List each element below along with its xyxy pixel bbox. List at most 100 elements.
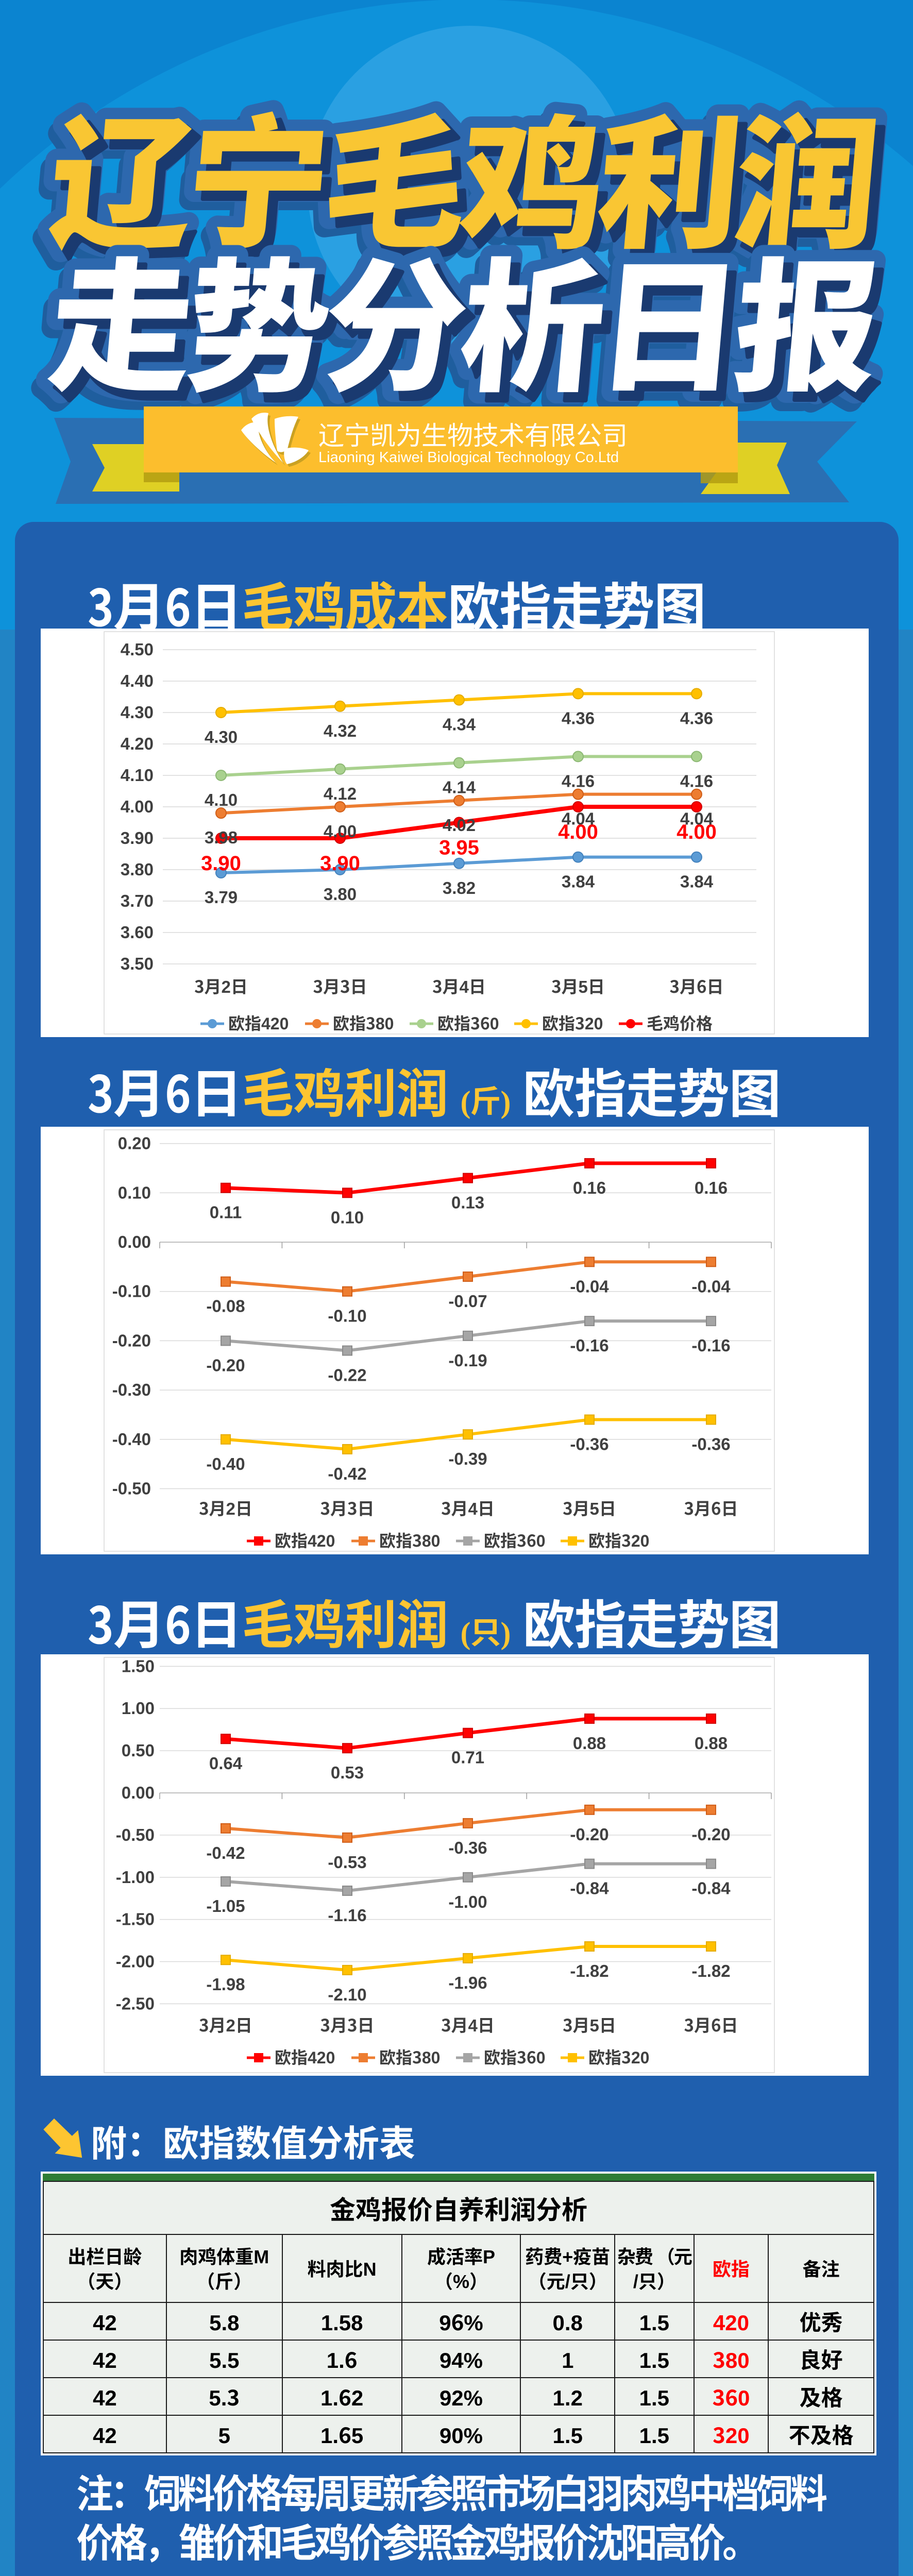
svg-text:-0.53: -0.53 <box>328 1853 366 1872</box>
svg-text:欧指360: 欧指360 <box>484 1528 546 1552</box>
svg-text:-0.36: -0.36 <box>448 1838 487 1857</box>
svg-text:4.30: 4.30 <box>205 727 238 747</box>
svg-text:-0.10: -0.10 <box>112 1282 151 1301</box>
svg-text:-0.42: -0.42 <box>206 1843 245 1862</box>
svg-text:0.13: 0.13 <box>451 1193 484 1212</box>
svg-text:-0.04: -0.04 <box>570 1277 609 1296</box>
svg-text:3.90: 3.90 <box>320 852 360 875</box>
svg-text:欧指360: 欧指360 <box>437 1011 499 1035</box>
svg-text:欧指320: 欧指320 <box>542 1011 603 1035</box>
svg-text:3.60: 3.60 <box>121 923 154 942</box>
svg-text:-0.10: -0.10 <box>328 1307 366 1326</box>
svg-text:0.88: 0.88 <box>695 1734 728 1753</box>
svg-text:3月2日: 3月2日 <box>194 973 248 998</box>
svg-text:欧指380: 欧指380 <box>379 2045 440 2069</box>
svg-text:4.04: 4.04 <box>562 809 595 828</box>
svg-text:3.84: 3.84 <box>562 872 595 891</box>
svg-text:-0.84: -0.84 <box>570 1879 609 1898</box>
svg-text:1.50: 1.50 <box>122 1656 155 1675</box>
svg-text:3月3日: 3月3日 <box>313 973 367 998</box>
svg-text:0.11: 0.11 <box>210 1203 242 1222</box>
svg-text:走势分析日报: 走势分析日报 <box>37 222 882 429</box>
svg-text:4.32: 4.32 <box>324 721 357 740</box>
svg-text:-0.50: -0.50 <box>116 1825 155 1844</box>
svg-text:-0.36: -0.36 <box>691 1435 730 1454</box>
svg-text:辽宁毛鸡利润: 辽宁毛鸡利润 <box>37 78 877 285</box>
svg-text:3.50: 3.50 <box>121 954 154 973</box>
svg-text:-1.50: -1.50 <box>116 1910 155 1929</box>
svg-text:走势分析日报: 走势分析日报 <box>42 213 886 420</box>
svg-text:3月2日: 3月2日 <box>199 1495 252 1520</box>
svg-text:-0.40: -0.40 <box>206 1454 245 1473</box>
svg-text:-0.07: -0.07 <box>448 1292 487 1311</box>
svg-text:4.36: 4.36 <box>680 708 713 727</box>
svg-text:0.71: 0.71 <box>451 1748 484 1767</box>
svg-text:4.20: 4.20 <box>121 734 154 753</box>
svg-text:-1.16: -1.16 <box>328 1906 366 1925</box>
svg-text:3.90: 3.90 <box>121 828 154 848</box>
svg-text:走势分析日报: 走势分析日报 <box>42 213 886 420</box>
svg-text:-1.82: -1.82 <box>691 1961 730 1980</box>
svg-text:-2.00: -2.00 <box>116 1952 155 1971</box>
svg-text:毛鸡价格: 毛鸡价格 <box>647 1011 713 1035</box>
svg-text:0.10: 0.10 <box>118 1183 151 1202</box>
svg-text:欧指380: 欧指380 <box>333 1011 394 1035</box>
svg-text:-1.82: -1.82 <box>570 1961 608 1980</box>
svg-text:4.16: 4.16 <box>562 771 595 790</box>
svg-text:欧指360: 欧指360 <box>484 2045 546 2069</box>
svg-text:3.95: 3.95 <box>439 837 479 859</box>
svg-text:3.79: 3.79 <box>205 888 238 907</box>
svg-text:-0.40: -0.40 <box>112 1430 151 1449</box>
svg-text:4.10: 4.10 <box>121 766 154 785</box>
svg-text:4.36: 4.36 <box>562 708 595 727</box>
svg-text:-0.22: -0.22 <box>328 1366 366 1385</box>
svg-text:-0.16: -0.16 <box>691 1336 730 1355</box>
svg-text:0.16: 0.16 <box>573 1178 606 1197</box>
svg-text:走势分析日报: 走势分析日报 <box>49 222 894 429</box>
svg-text:0.20: 0.20 <box>118 1134 151 1153</box>
svg-text:3月5日: 3月5日 <box>551 973 605 998</box>
svg-text:4.50: 4.50 <box>121 640 154 659</box>
svg-text:-0.04: -0.04 <box>691 1277 731 1296</box>
svg-text:-0.08: -0.08 <box>206 1297 245 1316</box>
svg-text:3月5日: 3月5日 <box>563 2012 616 2037</box>
svg-text:3.90: 3.90 <box>201 852 241 875</box>
svg-text:0.64: 0.64 <box>209 1754 243 1773</box>
svg-text:0.53: 0.53 <box>331 1763 364 1782</box>
svg-text:3月5日: 3月5日 <box>563 1495 616 1520</box>
svg-text:欧指420: 欧指420 <box>275 2045 335 2069</box>
svg-text:4.16: 4.16 <box>680 771 713 790</box>
svg-text:-0.36: -0.36 <box>570 1435 608 1454</box>
svg-text:3.80: 3.80 <box>121 860 154 879</box>
svg-text:4.02: 4.02 <box>443 816 476 835</box>
svg-text:0.10: 0.10 <box>331 1208 364 1227</box>
svg-text:-0.16: -0.16 <box>570 1336 608 1355</box>
svg-text:欧指420: 欧指420 <box>228 1011 289 1035</box>
svg-text:-0.19: -0.19 <box>448 1351 487 1370</box>
svg-text:欧指380: 欧指380 <box>379 1528 440 1552</box>
svg-text:4.10: 4.10 <box>205 790 238 809</box>
svg-text:-0.20: -0.20 <box>112 1331 151 1350</box>
svg-text:-1.00: -1.00 <box>116 1868 155 1887</box>
svg-text:0.88: 0.88 <box>573 1734 606 1753</box>
svg-text:-0.20: -0.20 <box>570 1825 608 1844</box>
svg-text:0.50: 0.50 <box>122 1741 155 1760</box>
svg-text:-0.39: -0.39 <box>448 1449 487 1468</box>
svg-text:0.00: 0.00 <box>122 1783 155 1802</box>
svg-text:0.16: 0.16 <box>695 1178 728 1197</box>
svg-text:-0.20: -0.20 <box>691 1825 730 1844</box>
svg-text:-0.84: -0.84 <box>691 1879 731 1898</box>
svg-text:3.82: 3.82 <box>443 878 476 897</box>
svg-text:辽宁毛鸡利润: 辽宁毛鸡利润 <box>42 70 882 277</box>
svg-text:-2.10: -2.10 <box>328 1985 366 2004</box>
svg-text:-1.05: -1.05 <box>206 1896 245 1916</box>
svg-text:-1.98: -1.98 <box>206 1975 245 1994</box>
svg-text:4.40: 4.40 <box>121 671 154 690</box>
svg-text:辽宁毛鸡利润: 辽宁毛鸡利润 <box>49 78 890 285</box>
svg-text:4.00: 4.00 <box>677 821 717 843</box>
svg-text:-2.50: -2.50 <box>116 1994 155 2013</box>
svg-text:3月3日: 3月3日 <box>320 2012 375 2037</box>
svg-text:-0.30: -0.30 <box>112 1380 151 1399</box>
svg-text:3月3日: 3月3日 <box>320 1495 375 1520</box>
svg-text:3月2日: 3月2日 <box>199 2012 252 2037</box>
